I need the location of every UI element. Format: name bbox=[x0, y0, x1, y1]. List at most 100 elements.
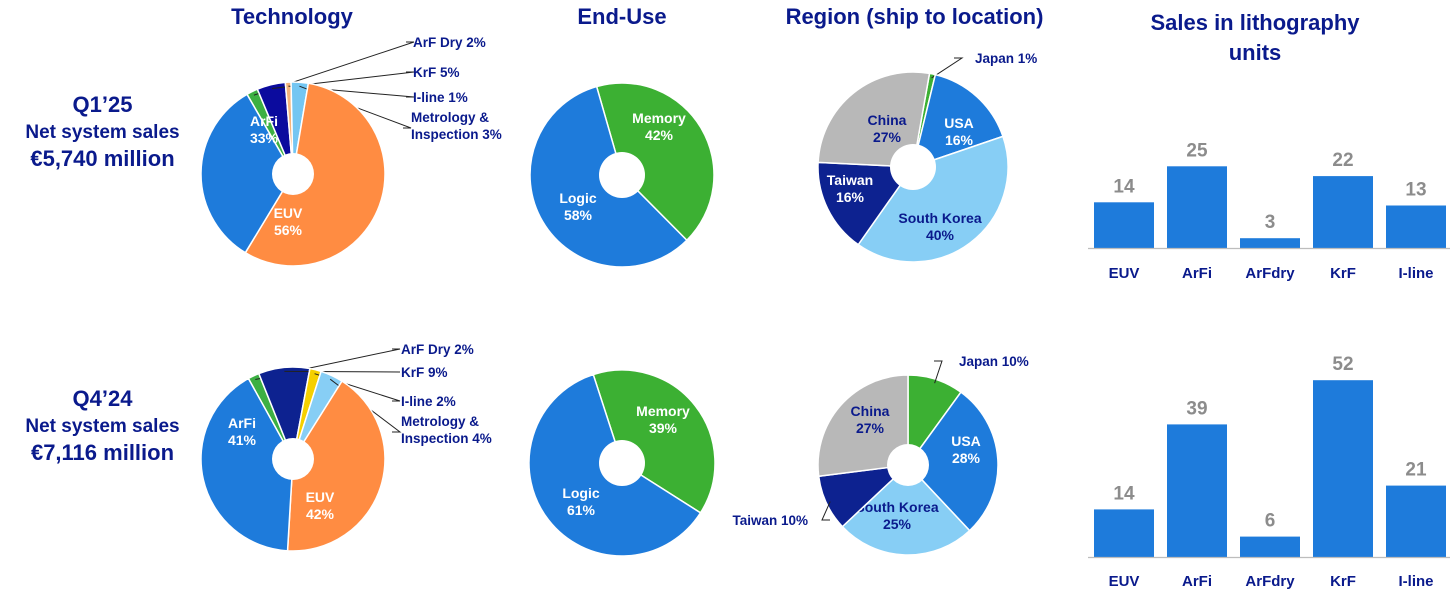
bar-krf bbox=[1313, 380, 1373, 557]
pie-slice-arfi bbox=[200, 93, 294, 254]
slice-value-south-korea: 40% bbox=[926, 227, 955, 243]
pie-slice-arfi bbox=[200, 377, 294, 552]
pie-slice-china bbox=[817, 374, 909, 478]
slice-label-logic: Logic bbox=[559, 190, 597, 206]
slice-label-taiwan: Taiwan bbox=[827, 172, 873, 188]
bar-value-i-line: 13 bbox=[1405, 180, 1426, 201]
x-tick-label-euv: EUV bbox=[1109, 265, 1140, 282]
pie-hole bbox=[887, 444, 929, 486]
slice-label-arfi: ArFi bbox=[250, 113, 278, 129]
bar-value-krf: 52 bbox=[1332, 354, 1353, 375]
bar-value-euv: 14 bbox=[1113, 176, 1135, 197]
slice-label-japan: Japan 10% bbox=[959, 354, 1029, 369]
slice-value-arfi: 41% bbox=[228, 432, 257, 448]
slice-label-arf-dry: ArF Dry 2% bbox=[401, 342, 474, 357]
net-system-sales-label: Net system sales bbox=[25, 122, 180, 143]
bar-arfdry bbox=[1240, 238, 1300, 248]
bar-value-euv: 14 bbox=[1113, 483, 1135, 504]
header-litho-units: Sales in lithography units bbox=[1150, 10, 1360, 65]
quarter-title: Q1’25 bbox=[72, 92, 133, 117]
bar-i-line bbox=[1386, 205, 1446, 248]
pie-slice-south-korea bbox=[841, 463, 971, 556]
bar-value-arfi: 25 bbox=[1186, 140, 1208, 161]
slice-value-memory: 42% bbox=[645, 127, 674, 143]
net-system-sales-amount: €5,740 million bbox=[30, 146, 175, 171]
slice-label-krf: KrF 5% bbox=[413, 65, 460, 80]
bar-euv bbox=[1094, 509, 1154, 557]
pie-hole bbox=[599, 440, 645, 486]
leader-line-japan bbox=[934, 360, 943, 384]
header-technology: Technology bbox=[231, 4, 353, 29]
leader-line-arf-dry bbox=[253, 41, 415, 96]
pie-slice-memory bbox=[595, 82, 715, 242]
slice-value-south-korea: 25% bbox=[883, 516, 912, 532]
slice-label-taiwan: Taiwan 10% bbox=[732, 513, 808, 528]
bar-arfi bbox=[1167, 424, 1227, 557]
pie-slice-memory bbox=[592, 369, 716, 514]
slice-label-arf-dry: ArF Dry 2% bbox=[413, 35, 486, 50]
bar-arfi bbox=[1167, 166, 1227, 248]
slice-value-logic: 58% bbox=[564, 207, 593, 223]
x-tick-label-arfi: ArFi bbox=[1182, 265, 1212, 282]
slice-label-inspection: Inspection 4% bbox=[401, 431, 492, 446]
slice-label-euv: EUV bbox=[274, 205, 303, 221]
pie-slice-china bbox=[817, 71, 931, 168]
slice-label-usa: USA bbox=[951, 433, 981, 449]
slice-value-euv: 42% bbox=[306, 506, 335, 522]
bar-value-i-line: 21 bbox=[1405, 460, 1427, 481]
slice-label-logic: Logic bbox=[562, 485, 600, 501]
bar-euv bbox=[1094, 202, 1154, 248]
leader-line-krf bbox=[271, 71, 415, 89]
x-tick-label-arfdry: ArFdry bbox=[1245, 265, 1295, 282]
quarter-title: Q4’24 bbox=[72, 386, 133, 411]
bar-value-krf: 22 bbox=[1332, 150, 1353, 171]
leader-line-taiwan bbox=[821, 501, 831, 521]
x-tick-label-krf: KrF bbox=[1330, 573, 1356, 590]
slice-value-euv: 56% bbox=[274, 222, 303, 238]
slice-label-china: China bbox=[851, 403, 890, 419]
pie-slice-euv bbox=[244, 82, 386, 267]
bar-value-arfdry: 3 bbox=[1265, 212, 1276, 233]
leader-line-krf bbox=[284, 370, 401, 373]
x-tick-label-krf: KrF bbox=[1330, 265, 1356, 282]
slice-value-china: 27% bbox=[856, 420, 885, 436]
bar-value-arfi: 39 bbox=[1186, 398, 1207, 419]
slice-value-china: 27% bbox=[873, 129, 902, 145]
slice-label-japan: Japan 1% bbox=[975, 51, 1037, 66]
leader-line-japan bbox=[931, 57, 964, 79]
quarter-block-q4-24: Q4’24 Net system sales €7,116 million bbox=[0, 386, 205, 466]
slice-label-arfi: ArFi bbox=[228, 415, 256, 431]
bar-arfdry bbox=[1240, 536, 1300, 557]
bar-krf bbox=[1313, 176, 1373, 248]
bar-value-arfdry: 6 bbox=[1265, 511, 1276, 532]
x-tick-label-arfi: ArFi bbox=[1182, 573, 1212, 590]
slice-label-i-line: I-line 2% bbox=[401, 394, 456, 409]
pie-hole bbox=[599, 152, 645, 198]
bar-i-line bbox=[1386, 485, 1446, 557]
slice-label-memory: Memory bbox=[636, 403, 690, 419]
x-tick-label-euv: EUV bbox=[1109, 573, 1140, 590]
header-end-use: End-Use bbox=[577, 4, 667, 29]
slice-label-metrology: Metrology & bbox=[401, 414, 479, 429]
slice-label-i-line: I-line 1% bbox=[413, 90, 468, 105]
slice-label-memory: Memory bbox=[632, 110, 686, 126]
slice-value-arfi: 33% bbox=[250, 130, 279, 146]
pie-slice-usa bbox=[907, 391, 999, 532]
quarter-block-q1-25: Q1’25 Net system sales €5,740 million bbox=[0, 92, 205, 172]
header-region: Region (ship to location) bbox=[785, 4, 1044, 29]
slice-value-usa: 28% bbox=[952, 450, 981, 466]
x-tick-label-i-line: I-line bbox=[1398, 265, 1433, 282]
slice-label-china: China bbox=[868, 112, 907, 128]
net-system-sales-label: Net system sales bbox=[25, 416, 180, 437]
slice-value-memory: 39% bbox=[649, 420, 678, 436]
pie-hole bbox=[890, 144, 936, 190]
x-tick-label-arfdry: ArFdry bbox=[1245, 573, 1295, 590]
pie-slice-taiwan bbox=[817, 161, 915, 246]
x-tick-label-i-line: I-line bbox=[1398, 573, 1433, 590]
pie-hole bbox=[272, 438, 314, 480]
slice-value-logic: 61% bbox=[567, 502, 596, 518]
slice-label-south-korea: South Korea bbox=[855, 499, 938, 515]
slice-label-inspection: Inspection 3% bbox=[411, 127, 502, 142]
slice-label-south-korea: South Korea bbox=[898, 210, 981, 226]
